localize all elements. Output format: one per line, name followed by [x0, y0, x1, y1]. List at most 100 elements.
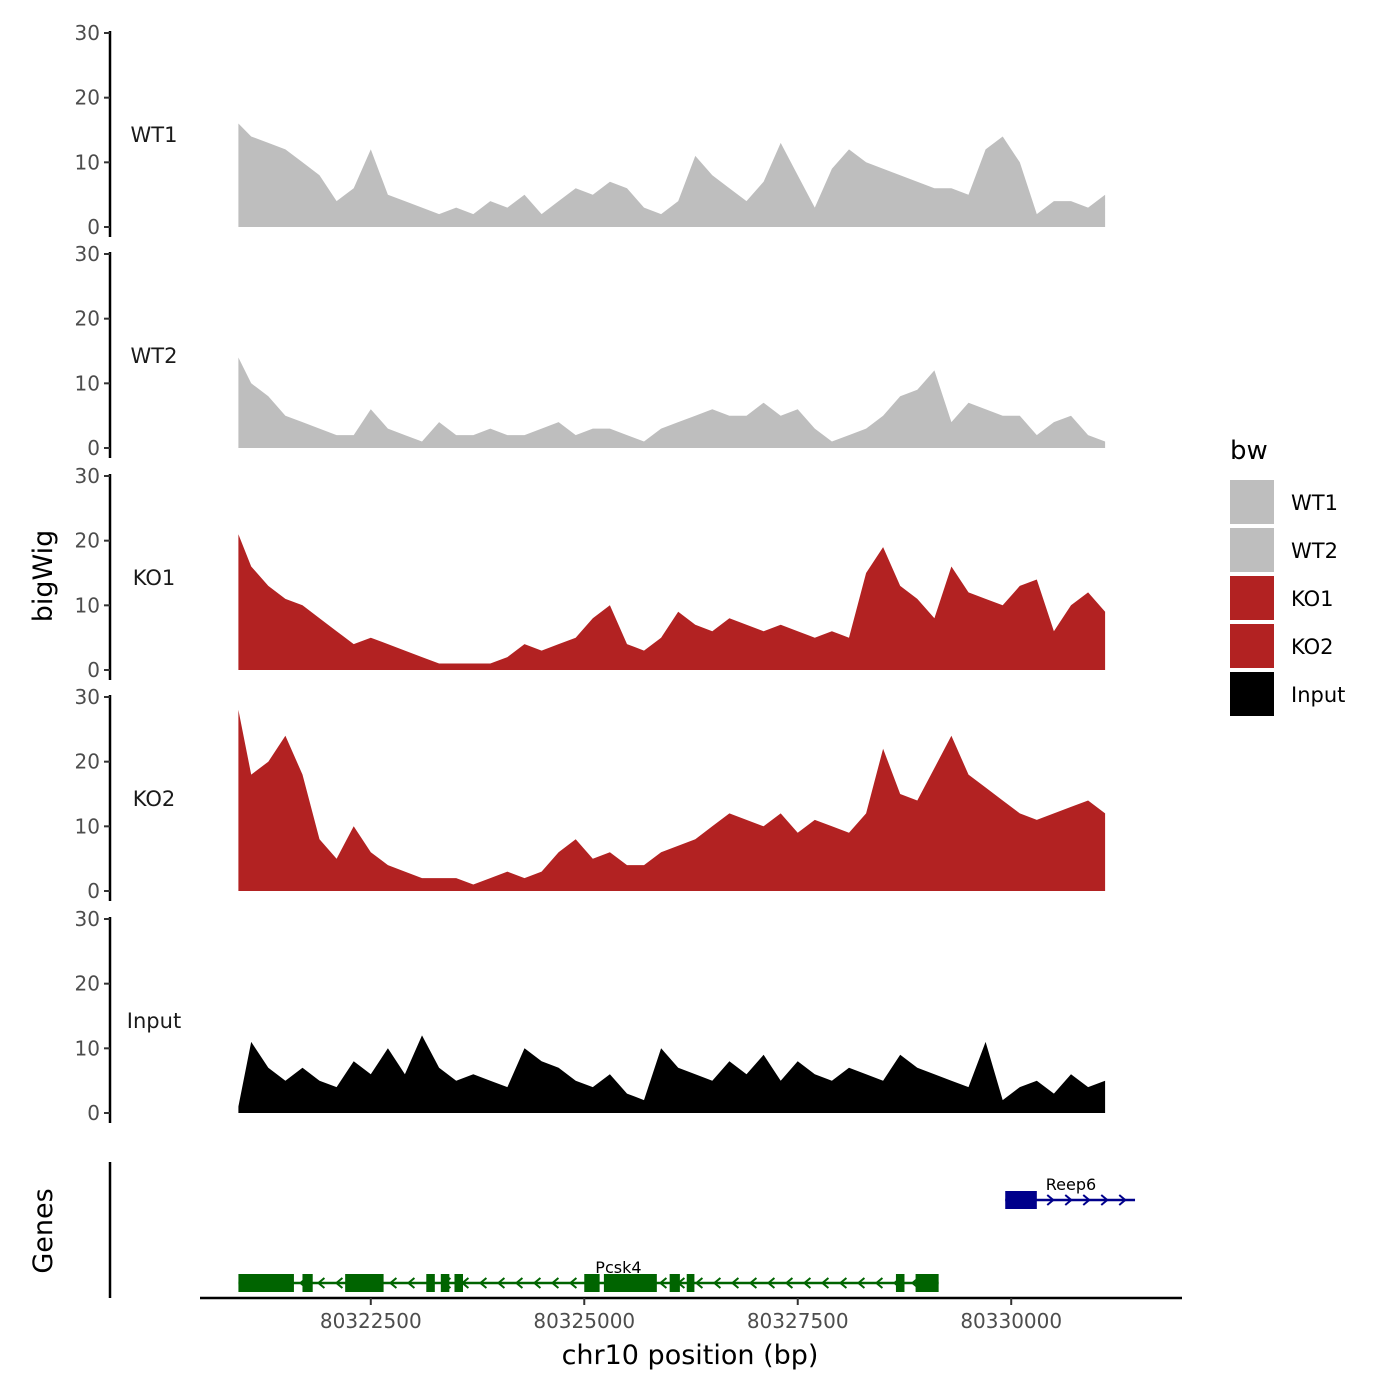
y-tick-label: 20 [75, 750, 100, 774]
strand-chevron [388, 1277, 398, 1289]
track-area-ko1 [238, 534, 1106, 670]
genes-axis-title: Genes [28, 1188, 59, 1273]
track-label: KO1 [133, 566, 176, 590]
legend-label: KO2 [1291, 635, 1334, 659]
y-tick-label: 0 [87, 658, 100, 682]
strand-chevron [1082, 1194, 1091, 1206]
gene-exon [584, 1274, 600, 1292]
strand-chevron [532, 1277, 542, 1289]
strand-chevron [334, 1277, 344, 1289]
x-axis: 80322500 80325000 80327500 80330000 [200, 1296, 1182, 1333]
legend-swatch [1230, 576, 1274, 620]
y-tick-label: 10 [75, 814, 100, 838]
legend-item-input: Input [1230, 672, 1345, 716]
strand-chevron [712, 1277, 722, 1289]
track-label: WT2 [131, 344, 178, 368]
gene-exon [1005, 1191, 1037, 1209]
legend-label: KO1 [1291, 587, 1334, 611]
track-area-wt1 [238, 123, 1106, 227]
y-tick-label: 20 [75, 972, 100, 996]
legend-label: WT1 [1291, 491, 1338, 515]
y-tick-label: 10 [75, 150, 100, 174]
strand-chevron [316, 1277, 326, 1289]
tracks-layer: 0 10 20 30 WT1 0 10 20 30 WT2 0 10 20 30 KO1 0 10 20 30 KO2… [75, 21, 1106, 1125]
track-label: KO2 [133, 787, 176, 811]
gene-exon [454, 1274, 464, 1292]
track-ko2: 0 10 20 30 KO2 [75, 685, 1106, 903]
y-tick-label: 30 [75, 242, 100, 266]
x-axis-title: chr10 position (bp) [562, 1340, 819, 1371]
legend-label: Input [1291, 683, 1345, 707]
gene-exon [895, 1274, 905, 1292]
y-tick-label: 30 [75, 21, 100, 45]
y-tick-label: 20 [75, 529, 100, 553]
gene-exon [238, 1274, 294, 1292]
strand-chevron [550, 1277, 560, 1289]
track-wt1: 0 10 20 30 WT1 [75, 21, 1106, 239]
strand-chevron [514, 1277, 524, 1289]
gene-label: Reep6 [1046, 1175, 1096, 1194]
y-tick-label: 10 [75, 371, 100, 395]
strand-chevron [874, 1277, 884, 1289]
y-tick-label: 0 [87, 879, 100, 903]
legend-title: bw [1230, 436, 1268, 466]
legend-item-ko2: KO2 [1230, 624, 1334, 668]
gene-pcsk4: Pcsk4 [238, 1258, 939, 1292]
strand-chevron [784, 1277, 794, 1289]
track-ko1: 0 10 20 30 KO1 [75, 464, 1106, 682]
strand-chevron [478, 1277, 488, 1289]
gene-exon [302, 1274, 313, 1292]
legend: bw WT1 WT2 KO1 KO2 Input [1230, 436, 1345, 716]
legend-swatch [1230, 480, 1274, 524]
x-tick-label: 80325000 [533, 1309, 635, 1333]
y-tick-label: 0 [87, 1101, 100, 1125]
legend-label: WT2 [1291, 539, 1338, 563]
strand-chevron [1046, 1194, 1055, 1206]
track-area-ko2 [238, 709, 1106, 891]
strand-chevron [838, 1277, 848, 1289]
legend-swatch [1230, 624, 1274, 668]
strand-chevron [730, 1277, 740, 1289]
strand-chevron [802, 1277, 812, 1289]
strand-chevron [406, 1277, 416, 1289]
y-tick-label: 30 [75, 464, 100, 488]
strand-chevron [1100, 1194, 1109, 1206]
legend-swatch [1230, 672, 1274, 716]
track-input: 0 10 20 30 Input [75, 907, 1106, 1125]
legend-swatch [1230, 528, 1274, 572]
track-label: WT1 [131, 123, 178, 147]
strand-chevron [748, 1277, 758, 1289]
strand-chevron [820, 1277, 830, 1289]
y-tick-label: 0 [87, 215, 100, 239]
legend-item-wt1: WT1 [1230, 480, 1338, 524]
gene-exon [440, 1274, 450, 1292]
genes-layer: Reep6 Pcsk4 [108, 1162, 1136, 1298]
strand-chevron [766, 1277, 776, 1289]
gene-exon [915, 1274, 939, 1292]
legend-item-wt2: WT2 [1230, 528, 1338, 572]
y-tick-label: 0 [87, 436, 100, 460]
gene-exon [603, 1274, 657, 1292]
y-tick-label: 20 [75, 307, 100, 331]
y-tick-label: 20 [75, 86, 100, 110]
gene-exon [686, 1274, 695, 1292]
strand-chevron [694, 1277, 704, 1289]
track-area-wt2 [238, 357, 1106, 448]
strand-chevron [1118, 1194, 1127, 1206]
y-axis-title: bigWig [28, 530, 59, 623]
gene-exon [426, 1274, 435, 1292]
track-label: Input [127, 1009, 181, 1033]
y-tick-label: 30 [75, 685, 100, 709]
y-tick-label: 10 [75, 1036, 100, 1060]
strand-chevron [856, 1277, 866, 1289]
strand-chevron [568, 1277, 578, 1289]
y-tick-label: 10 [75, 593, 100, 617]
y-tick-label: 30 [75, 907, 100, 931]
strand-chevron [496, 1277, 506, 1289]
x-tick-label: 80327500 [747, 1309, 849, 1333]
gene-label: Pcsk4 [595, 1258, 641, 1277]
gene-reep6: Reep6 [1005, 1175, 1136, 1209]
legend-item-ko1: KO1 [1230, 576, 1334, 620]
track-area-input [238, 1035, 1106, 1113]
